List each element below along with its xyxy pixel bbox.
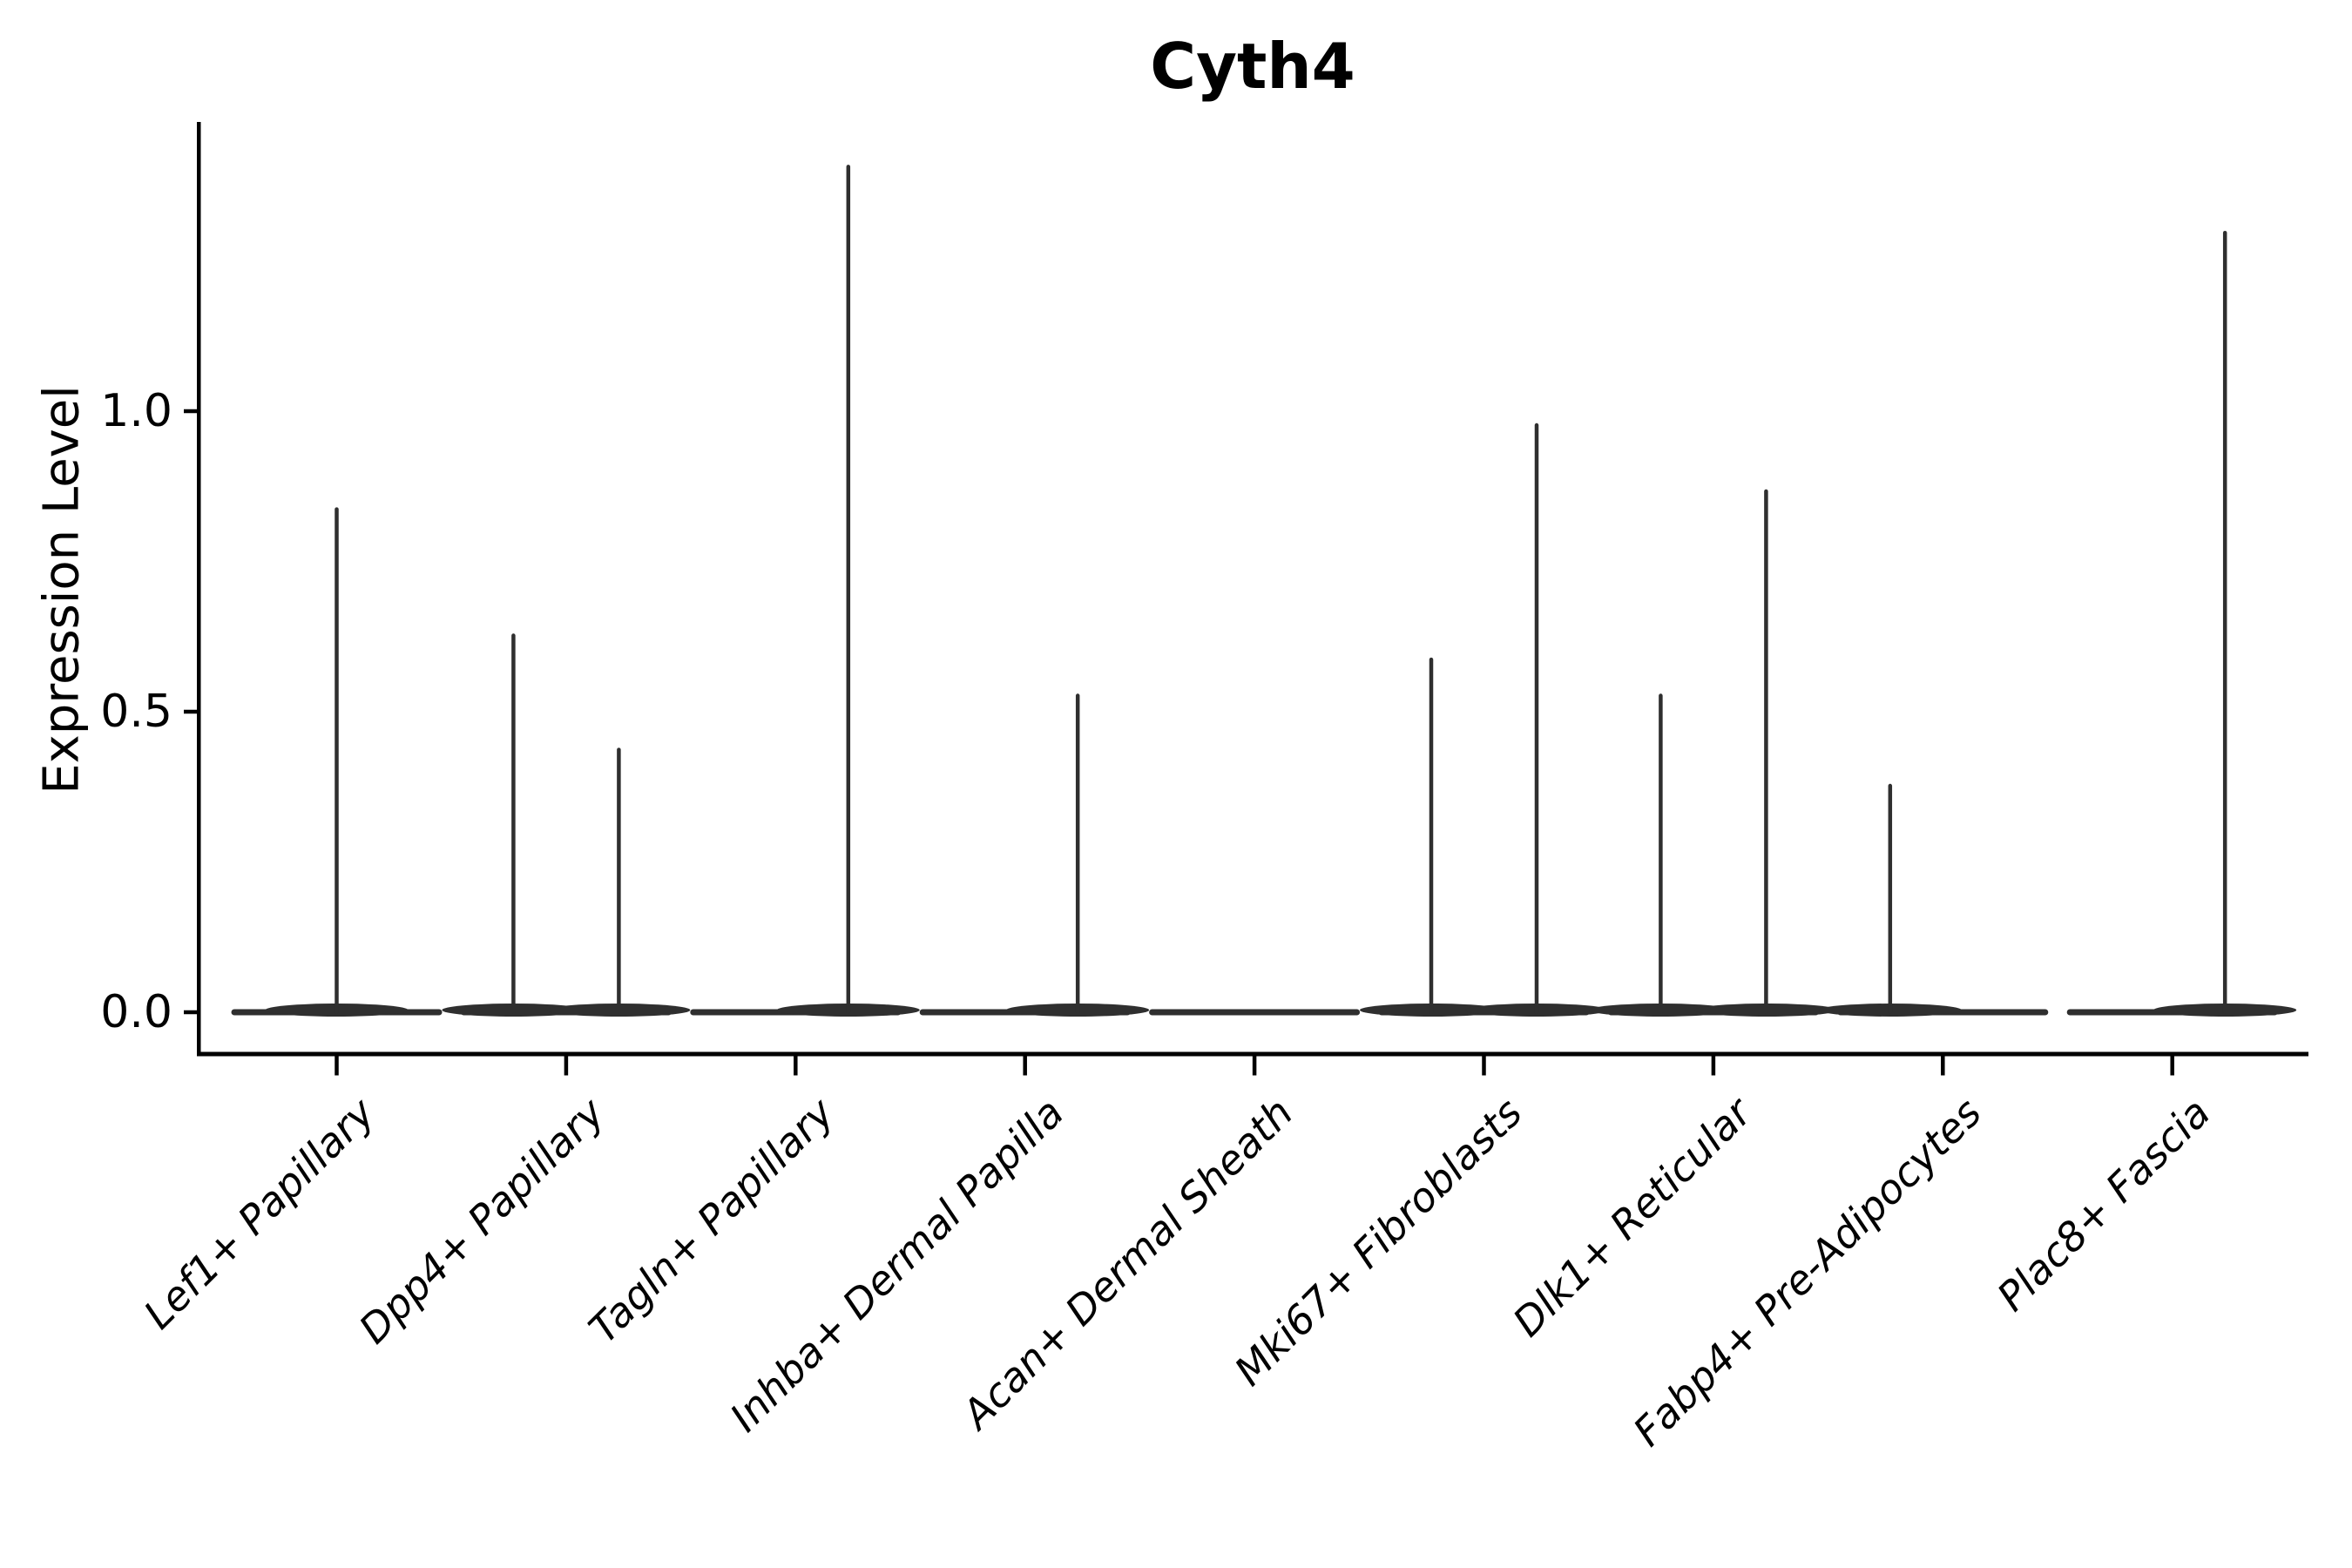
x-tick-mark (2170, 1056, 2174, 1076)
violin-spike (846, 165, 851, 1015)
violin-spike (1659, 693, 1663, 1014)
x-tick-mark (1711, 1056, 1716, 1076)
violin-spike (511, 633, 516, 1014)
y-tick-mark (184, 709, 197, 714)
x-tick-mark (1482, 1056, 1486, 1076)
violin-spike (1888, 783, 1893, 1014)
y-tick-label: 1.0 (100, 385, 172, 437)
x-tick-mark (794, 1056, 798, 1076)
violin-spike (2222, 231, 2227, 1014)
x-tick-mark (335, 1056, 339, 1076)
violin-baseline (1149, 1009, 1361, 1016)
x-tick-mark (1941, 1056, 1945, 1076)
x-axis-spine (197, 1051, 2308, 1057)
violin-spike (617, 747, 621, 1014)
y-tick-label: 0.5 (100, 686, 172, 738)
y-tick-mark (184, 1010, 197, 1015)
chart-title: Cyth4 (1150, 30, 1355, 103)
violin-spike (1075, 693, 1080, 1014)
x-tick-mark (1252, 1056, 1257, 1076)
y-axis-spine (197, 122, 201, 1057)
x-tick-mark (564, 1056, 569, 1076)
y-tick-mark (184, 409, 197, 414)
violin-spike (1429, 657, 1434, 1014)
violin-spike (1764, 489, 1768, 1014)
violin-spike (1534, 422, 1539, 1014)
y-tick-label: 0.0 (100, 986, 172, 1038)
x-tick-mark (1023, 1056, 1027, 1076)
violin-spike (335, 507, 339, 1014)
